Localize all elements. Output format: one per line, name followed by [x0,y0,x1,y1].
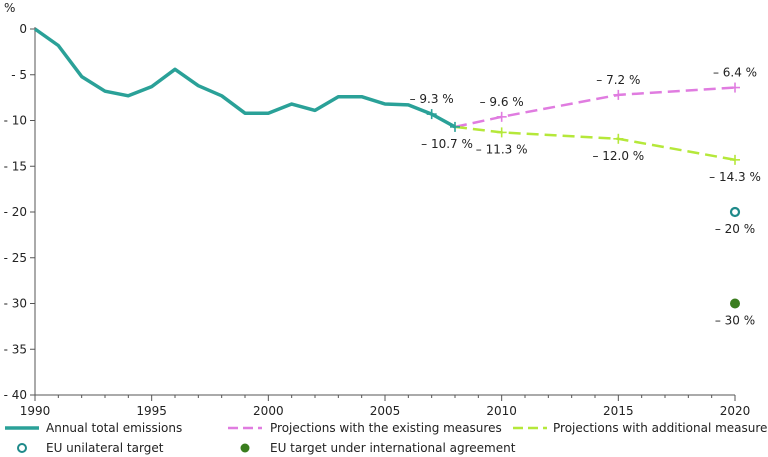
data-label: – 14.3 % [709,170,761,184]
data-label: – 20 % [715,222,755,236]
legend-swatch-open-circle [17,443,27,453]
data-label: – 9.3 % [410,92,454,106]
y-tick-label: - 30 [4,297,27,311]
y-tick-label: - 5 [11,68,27,82]
y-tick-label: - 40 [4,388,27,402]
y-tick-label: - 35 [4,342,27,356]
y-tick-label: - 10 [4,114,27,128]
y-tick-label: - 15 [4,159,27,173]
y-tick-label: - 25 [4,251,27,265]
legend: Annual total emissions Projections with t… [5,421,768,455]
target-filled-circle [730,298,740,309]
x-tick-label: 2000 [253,404,284,418]
series-line [454,86,736,129]
x-tick-label: 2010 [486,404,517,418]
series-line [33,27,456,129]
legend-label: EU target under international agreement [270,441,516,455]
series-lines [33,27,736,162]
data-label: – 30 % [715,314,755,328]
x-tick-label: 2020 [720,404,751,418]
data-label: – 10.7 % [421,137,473,151]
legend-label: Projections with additional measures [553,421,768,435]
y-tick-label: - 20 [4,205,27,219]
data-labels: – 9.3 % – 10.7 % – 9.6 % – 11.3 % – 7.2 % – 1… [410,66,761,328]
data-label: – 7.2 % [596,73,640,87]
x-tick-label: 1995 [136,404,167,418]
x-tick-label: 1990 [20,404,51,418]
legend-label: Projections with the existing measures [270,421,502,435]
target-open-circle [729,206,741,218]
series-line [454,125,736,162]
series-markers [426,82,741,309]
legend-label: Annual total emissions [46,421,182,435]
data-label: – 11.3 % [476,142,528,156]
legend-label: EU unilateral target [46,441,164,455]
tick-labels: 0 - 5 - 10 - 15 - 20 - 25 - 30 - 35 - 40 1990 1995… [4,22,751,418]
data-label: – 9.6 % [480,95,524,109]
y-axis-label: % [4,1,15,15]
axes [30,27,736,401]
data-label: – 6.4 % [713,66,757,80]
x-tick-label: 2005 [370,404,401,418]
x-tick-label: 2015 [603,404,634,418]
legend-swatch-filled-circle [240,443,250,453]
data-label: – 12.0 % [592,149,644,163]
y-tick-label: 0 [19,22,27,36]
